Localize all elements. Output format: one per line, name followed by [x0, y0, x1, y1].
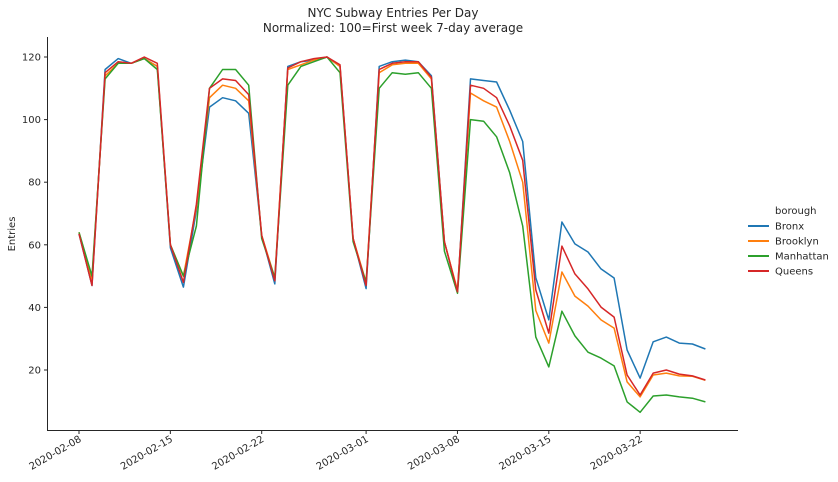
x-tick-label: 2020-03-15 [497, 434, 553, 473]
y-tick-label: 20 [28, 366, 41, 377]
legend-label-queens: Queens [775, 267, 813, 278]
legend: borough Bronx Brooklyn Manhattan Queens [748, 206, 829, 278]
chart-subtitle: Normalized: 100=First week 7-day average [263, 21, 523, 35]
plot-area [78, 56, 706, 414]
y-tick-label: 80 [28, 178, 41, 189]
y-axis-ticks: 20 40 60 80 100 120 [22, 53, 48, 377]
legend-item-queens: Queens [748, 267, 813, 278]
y-tick-label: 120 [22, 53, 41, 64]
x-tick-label: 2020-03-08 [406, 434, 462, 473]
x-axis-ticks: 2020-02-08 2020-02-15 2020-02-22 2020-03-01… [28, 430, 645, 473]
line-bronx [78, 56, 706, 379]
legend-title: borough [775, 206, 817, 217]
legend-label-manhattan: Manhattan [775, 252, 829, 263]
x-tick-label: 2020-02-08 [28, 434, 84, 473]
legend-item-brooklyn: Brooklyn [748, 237, 819, 248]
legend-label-bronx: Bronx [775, 222, 804, 233]
chart-title: NYC Subway Entries Per Day [307, 6, 478, 20]
y-tick-label: 40 [28, 303, 41, 314]
x-tick-label: 2020-02-22 [210, 434, 266, 473]
line-queens [78, 56, 706, 396]
line-manhattan [78, 56, 706, 414]
line-brooklyn [78, 56, 706, 398]
x-tick-label: 2020-03-01 [315, 434, 371, 473]
y-tick-label: 100 [22, 115, 41, 126]
y-tick-label: 60 [28, 240, 41, 251]
y-axis-label: Entries [7, 217, 18, 252]
x-tick-label: 2020-02-15 [119, 434, 175, 473]
x-tick-label: 2020-03-22 [589, 434, 645, 473]
legend-label-brooklyn: Brooklyn [775, 237, 819, 248]
legend-item-manhattan: Manhattan [748, 252, 829, 263]
legend-item-bronx: Bronx [748, 222, 804, 233]
